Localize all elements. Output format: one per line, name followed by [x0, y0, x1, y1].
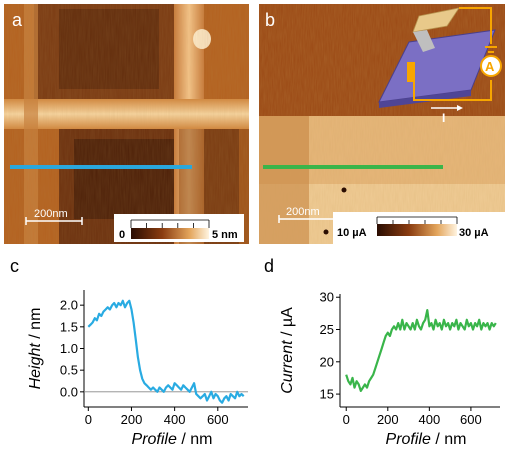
- y-tick-label: 20: [320, 354, 334, 369]
- y-tick-label: 0.0: [60, 384, 78, 399]
- ammeter-icon: [480, 55, 502, 77]
- x-axis-label-unit: / nm: [431, 431, 467, 448]
- colorbar-min-label-b: 10 µA: [337, 227, 367, 239]
- current-symbol: I: [442, 111, 445, 125]
- current-profile-svg: d 15 20 25 30 0 200 400 600 Profile / nm Current …: [264, 256, 500, 448]
- scale-bar-label: 200nm: [34, 208, 68, 220]
- measurement-schematic: A I: [378, 7, 502, 125]
- x-tick-label: 600: [460, 412, 482, 427]
- y-tick-label: 0.5: [60, 363, 78, 378]
- colorbar-max-label: 5 nm: [212, 229, 238, 241]
- panel-label-b: b: [265, 10, 275, 30]
- colorbar-max-label-b: 30 µA: [459, 227, 489, 239]
- scale-bar-b: 200nm: [278, 206, 335, 223]
- panel-label-c: c: [10, 256, 19, 276]
- panel-label-d: d: [264, 256, 274, 276]
- x-tick-label: 200: [377, 412, 399, 427]
- y-axis-label: Current / µA: [279, 307, 296, 394]
- colorbar-min-label: 0: [119, 229, 125, 241]
- ammeter-label: A: [485, 59, 495, 74]
- y-tick-label: 1.5: [60, 319, 78, 334]
- current-profile-chart: d 15 20 25 30 0 200 400 600 Profile / nm Current …: [256, 250, 513, 458]
- y-axis-label-unit: / nm: [27, 308, 44, 344]
- panel-label-a: a: [12, 10, 23, 30]
- y-axis-label: Height / nm: [27, 308, 44, 390]
- series-line: [345, 308, 497, 392]
- current-map: b A I 200nm: [259, 4, 505, 244]
- height-profile-chart: c 0.0 0.5 1.0 1.5 2.0 0 200 400 600 Profile / nm H…: [0, 250, 256, 458]
- y-tick-label: 2.0: [60, 298, 78, 313]
- x-axis-label-quantity: Profile: [386, 431, 431, 448]
- y-axis-label-unit: / µA: [279, 307, 296, 341]
- x-axis-label: Profile / nm: [132, 431, 213, 448]
- x-tick-label: 0: [343, 412, 350, 427]
- x-tick-label: 0: [85, 412, 92, 427]
- scale-bar: 200nm: [25, 208, 83, 225]
- x-axis-label-quantity: Profile: [132, 431, 177, 448]
- x-tick-label: 600: [207, 412, 229, 427]
- afm-topography-image: a 200nm: [4, 4, 249, 244]
- x-tick-label: 400: [164, 412, 186, 427]
- y-axis-label-quantity: Height: [27, 343, 44, 390]
- topography-map: a 200nm: [4, 4, 249, 244]
- current-map-image: b A I 200nm: [259, 4, 505, 244]
- y-tick-label: 25: [320, 322, 334, 337]
- x-axis-label: Profile / nm: [386, 431, 467, 448]
- x-tick-label: 200: [121, 412, 143, 427]
- scale-bar-label-b: 200nm: [286, 206, 320, 218]
- height-colorbar: 0 5 nm: [114, 214, 244, 242]
- y-tick-label: 1.0: [60, 341, 78, 356]
- x-tick-label: 400: [418, 412, 440, 427]
- current-colorbar: 10 µA 30 µA: [333, 212, 505, 244]
- series-line: [87, 299, 245, 404]
- x-axis-label-unit: / nm: [177, 431, 213, 448]
- y-axis-label-quantity: Current: [279, 340, 296, 394]
- y-tick-label: 15: [320, 387, 334, 402]
- y-tick-label: 30: [320, 290, 334, 305]
